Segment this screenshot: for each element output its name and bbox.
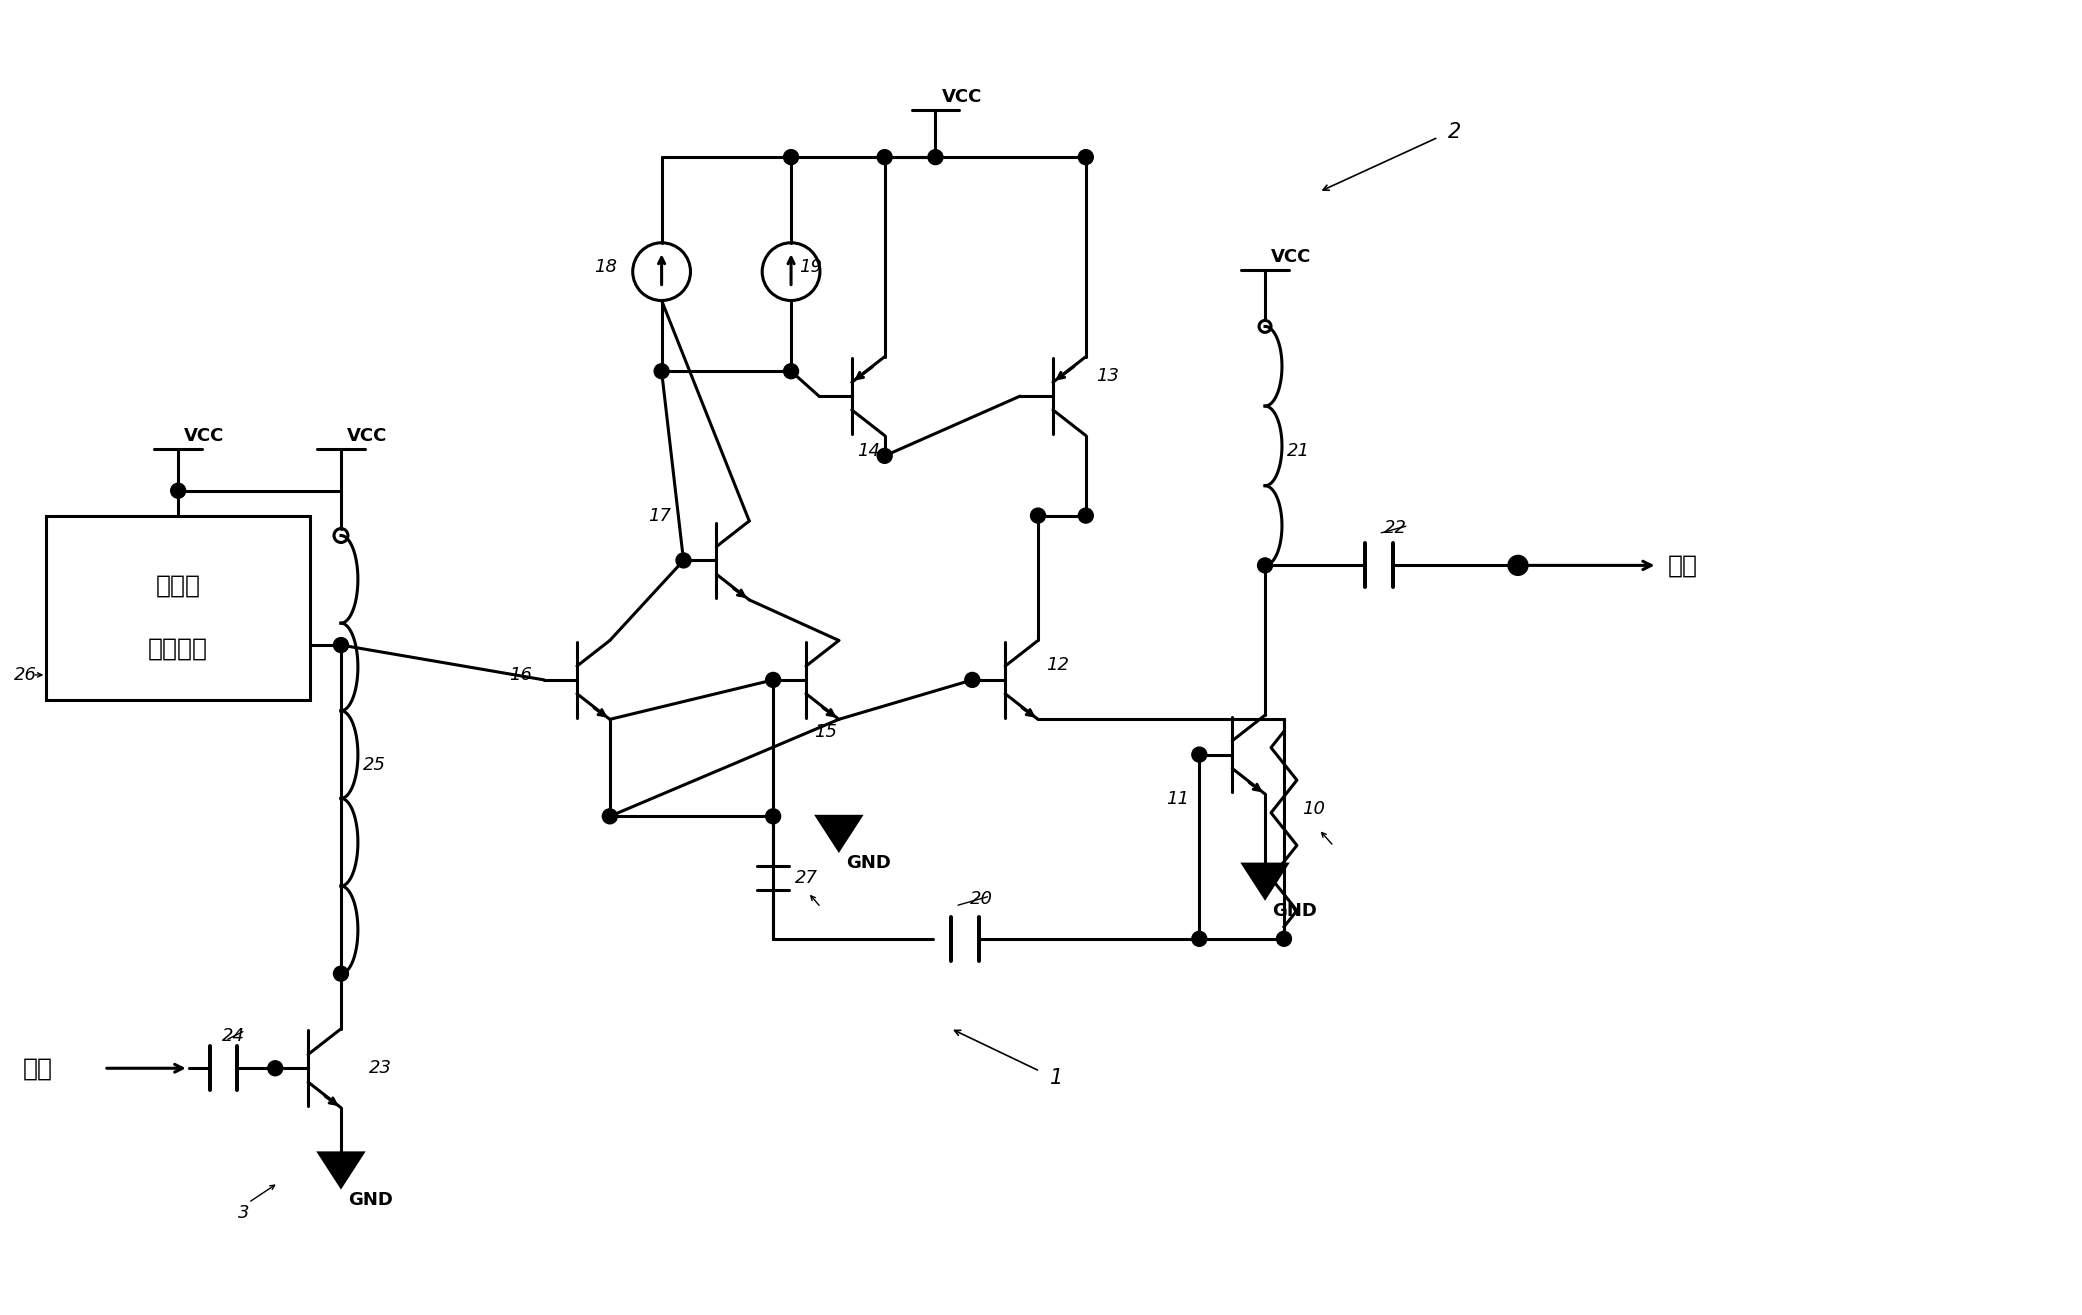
Text: 驱动器: 驱动器 [156, 573, 200, 597]
Text: 22: 22 [1385, 518, 1407, 537]
Text: VCC: VCC [1270, 247, 1312, 266]
Circle shape [1191, 931, 1208, 947]
Circle shape [654, 364, 668, 379]
Text: 1: 1 [1049, 1068, 1064, 1089]
Text: 25: 25 [362, 756, 385, 773]
Text: 3: 3 [239, 1203, 250, 1222]
Text: GND: GND [845, 855, 891, 872]
Text: 20: 20 [970, 890, 993, 907]
Text: 偏置电路: 偏置电路 [148, 636, 208, 660]
Circle shape [333, 967, 348, 981]
Text: VCC: VCC [183, 427, 225, 444]
Circle shape [1078, 150, 1093, 164]
Circle shape [766, 672, 781, 688]
Circle shape [877, 150, 891, 164]
Circle shape [877, 448, 891, 463]
Circle shape [1258, 558, 1272, 573]
Text: 19: 19 [799, 258, 822, 276]
Text: 14: 14 [858, 442, 881, 460]
Circle shape [269, 1061, 283, 1076]
Circle shape [333, 638, 348, 652]
Circle shape [677, 552, 691, 568]
Text: 13: 13 [1095, 367, 1118, 385]
Text: 27: 27 [795, 869, 818, 886]
Text: 21: 21 [1287, 442, 1310, 460]
Text: VCC: VCC [348, 427, 387, 444]
Circle shape [1031, 508, 1045, 523]
Circle shape [1507, 555, 1528, 576]
Text: VCC: VCC [941, 88, 983, 107]
Text: 10: 10 [1301, 801, 1324, 818]
Text: 输出: 输出 [1668, 554, 1697, 577]
Circle shape [766, 809, 781, 823]
Circle shape [964, 672, 981, 688]
Text: 17: 17 [650, 506, 672, 525]
Circle shape [1276, 931, 1291, 947]
Text: GND: GND [1272, 902, 1318, 920]
Circle shape [929, 150, 943, 164]
Text: 16: 16 [510, 665, 533, 684]
Text: 24: 24 [221, 1027, 244, 1045]
Polygon shape [1243, 864, 1287, 898]
FancyBboxPatch shape [46, 515, 310, 700]
Circle shape [1078, 508, 1093, 523]
Text: GND: GND [348, 1191, 393, 1208]
Text: 12: 12 [1045, 656, 1068, 675]
Circle shape [783, 364, 799, 379]
Text: 15: 15 [814, 723, 837, 740]
Polygon shape [816, 817, 860, 851]
Circle shape [1191, 747, 1208, 763]
Circle shape [602, 809, 616, 823]
Text: 18: 18 [593, 258, 616, 276]
Text: 输入: 输入 [23, 1056, 52, 1080]
Text: 23: 23 [369, 1060, 391, 1077]
Circle shape [171, 483, 185, 498]
Circle shape [783, 150, 799, 164]
Text: 11: 11 [1166, 790, 1189, 809]
Text: 2: 2 [1449, 122, 1462, 142]
Polygon shape [319, 1153, 362, 1186]
Text: 26: 26 [15, 665, 37, 684]
